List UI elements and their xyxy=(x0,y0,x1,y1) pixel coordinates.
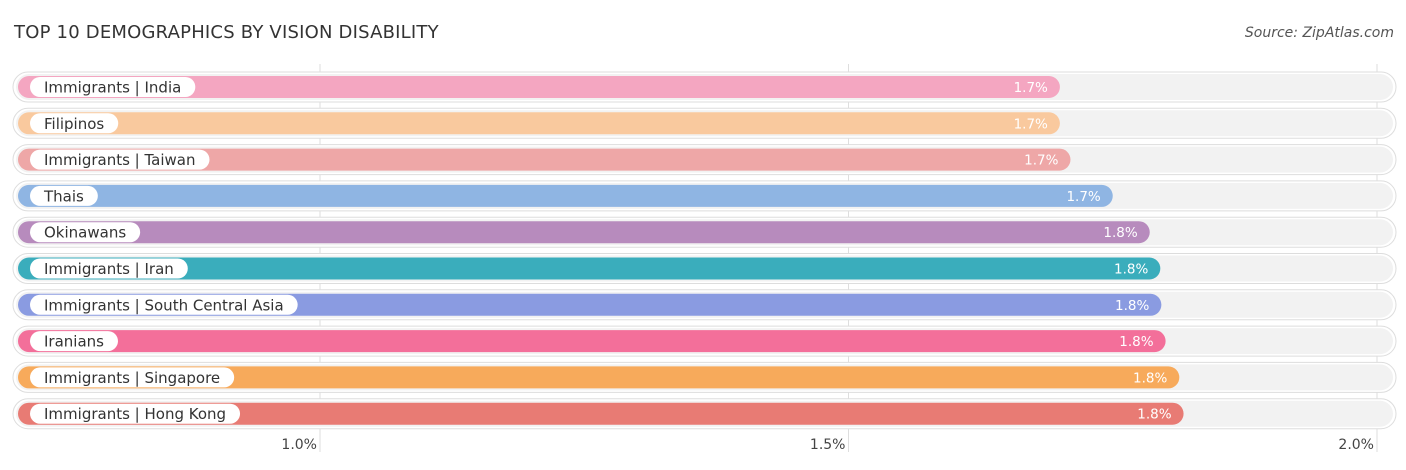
bar-label-pill xyxy=(30,294,298,315)
bar-value-label: 1.8% xyxy=(1133,370,1167,386)
bar xyxy=(18,184,1113,207)
bar-value-label: 1.8% xyxy=(1115,298,1149,314)
bar-label-pill xyxy=(30,222,141,243)
bar-category-label: Immigrants | India xyxy=(44,79,181,97)
bar-category-label: Immigrants | Taiwan xyxy=(44,151,196,169)
bar-category-label: Okinawans xyxy=(44,224,126,242)
bar-value-label: 1.7% xyxy=(1014,80,1048,96)
bar-category-label: Filipinos xyxy=(44,115,104,133)
bar-label-pill xyxy=(30,113,119,134)
source-note: Source: ZipAtlas.com xyxy=(1244,25,1394,41)
ticks-layer: 1.0% 1.5% 2.0% xyxy=(281,437,1374,453)
bar-value-label: 1.8% xyxy=(1114,262,1148,278)
bar-label-pill xyxy=(30,77,196,97)
bar-category-label: Iranians xyxy=(44,333,104,351)
bar xyxy=(18,293,1162,316)
bar xyxy=(18,257,1161,280)
bars-layer: Immigrants | India 1.7% Filipinos 1.7% Immig… xyxy=(12,71,1397,430)
chart-title: TOP 10 DEMOGRAPHICS BY VISION DISABILITY xyxy=(14,22,439,43)
bar-label-pill xyxy=(30,367,235,388)
x-tick-label: 2.0% xyxy=(1338,437,1374,453)
bar-category-label: Thais xyxy=(43,187,84,205)
bar-category-label: Immigrants | Iran xyxy=(44,260,174,278)
bar xyxy=(18,366,1180,389)
bar-value-label: 1.7% xyxy=(1024,153,1058,169)
bar-value-label: 1.8% xyxy=(1137,407,1171,423)
bar xyxy=(18,221,1150,244)
bar-category-label: Immigrants | Hong Kong xyxy=(44,405,226,423)
bar-label-pill xyxy=(30,403,241,424)
bar xyxy=(18,148,1071,171)
bar xyxy=(18,76,1060,98)
bar-value-label: 1.8% xyxy=(1119,334,1153,350)
bar-label-pill xyxy=(30,331,118,352)
bar xyxy=(18,402,1184,425)
bar-category-label: Immigrants | South Central Asia xyxy=(44,296,284,314)
bar-value-label: 1.7% xyxy=(1014,116,1048,132)
bar-label-pill xyxy=(30,149,210,170)
bar-category-label: Immigrants | Singapore xyxy=(44,369,220,387)
bar xyxy=(18,112,1060,135)
bar-label-pill xyxy=(30,185,98,206)
bar-value-label: 1.8% xyxy=(1103,225,1137,241)
bar-label-pill xyxy=(30,258,188,279)
bar xyxy=(18,330,1166,353)
x-tick-label: 1.5% xyxy=(810,437,846,453)
bar-value-label: 1.7% xyxy=(1066,189,1100,205)
x-tick-label: 1.0% xyxy=(281,437,317,453)
